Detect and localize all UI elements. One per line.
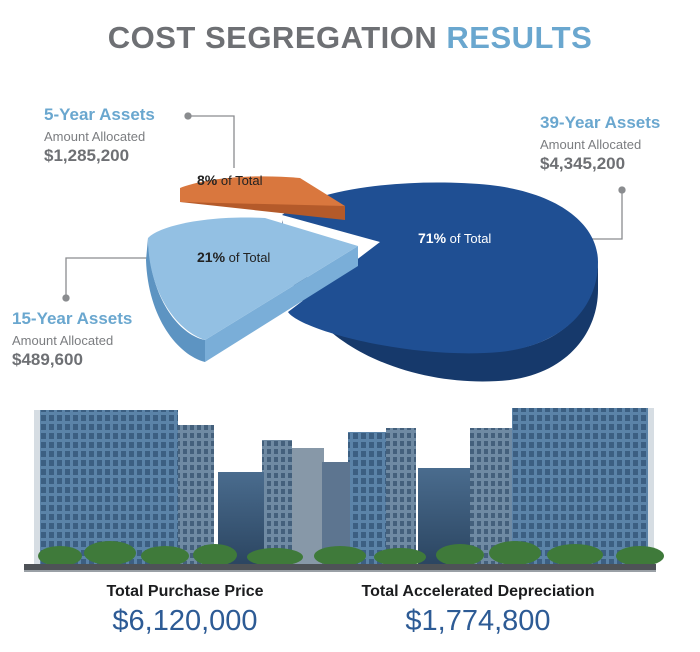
pct-suffix-39-year: of Total [446, 231, 491, 246]
building-center-3 [348, 432, 386, 565]
pct-suffix-15-year: of Total [225, 250, 270, 265]
building-center-4 [386, 428, 416, 565]
slice-15-year-side [146, 238, 205, 362]
total-purchase-price-label: Total Purchase Price [106, 583, 264, 600]
leader-dot-5-year [184, 112, 192, 120]
total-purchase-price-value: $6,120,000 [112, 605, 258, 637]
callout-5-year-heading: 5-Year Assets [44, 105, 155, 124]
building-left-main [38, 410, 178, 565]
pct-label-5-year: 8% of Total [197, 172, 263, 188]
callout-15-year: 15-Year Assets Amount Allocated $489,600 [12, 309, 132, 370]
total-accelerated-depreciation-value: $1,774,800 [405, 605, 551, 637]
pct-label-39-year: 71% of Total [418, 230, 491, 246]
callout-39-year-heading: 39-Year Assets [540, 113, 661, 132]
pct-value-15-year: 21% [197, 249, 226, 265]
title-part-2: RESULTS [446, 20, 593, 55]
leader-dot-39-year [618, 186, 626, 194]
total-accelerated-depreciation: Total Accelerated Depreciation $1,774,80… [338, 583, 618, 638]
street-edge [24, 570, 656, 572]
title-part-1: COST SEGREGATION [107, 20, 438, 55]
callout-5-year: 5-Year Assets Amount Allocated $1,285,20… [44, 105, 155, 166]
slice-5-year-top [180, 176, 345, 206]
building-left-side [178, 425, 214, 565]
callout-5-year-sublabel: Amount Allocated [44, 129, 146, 144]
building-center-1 [262, 440, 292, 565]
building-right-main [512, 408, 650, 565]
slice-39-year [282, 182, 598, 382]
callout-39-year: 39-Year Assets Amount Allocated $4,345,2… [540, 113, 660, 174]
page-title: COST SEGREGATION RESULTS [0, 20, 700, 56]
pct-value-5-year: 8% [197, 172, 218, 188]
pct-suffix-5-year: of Total [217, 173, 262, 188]
callout-5-year-amount: $1,285,200 [44, 146, 130, 165]
slice-15-year [146, 217, 358, 362]
slice-39-year-top [282, 182, 598, 354]
street [24, 564, 656, 570]
slice-15-year-top [148, 217, 358, 340]
slice-39-year-side [282, 220, 598, 382]
leader-line-5-year [188, 115, 235, 168]
total-accelerated-depreciation-label: Total Accelerated Depreciation [361, 583, 595, 600]
total-purchase-price: Total Purchase Price $6,120,000 [80, 583, 290, 638]
pie-chart: 8% of Total 21% of Total 71% of Total [62, 112, 626, 382]
callout-39-year-sublabel: Amount Allocated [540, 137, 642, 152]
callout-15-year-sublabel: Amount Allocated [12, 333, 114, 348]
slice-15-year-edge [205, 246, 358, 362]
callout-39-year-amount: $4,345,200 [540, 154, 626, 173]
leader-dot-15-year [62, 294, 70, 302]
callout-15-year-amount: $489,600 [12, 350, 83, 369]
tree-line [38, 541, 664, 566]
pct-value-39-year: 71% [418, 230, 447, 246]
callout-15-year-heading: 15-Year Assets [12, 309, 133, 328]
pct-label-15-year: 21% of Total [197, 249, 270, 265]
building-right-frame [648, 408, 654, 565]
slice-5-year [180, 176, 345, 220]
building-center-2 [292, 448, 324, 565]
building-left-frame [34, 410, 40, 565]
